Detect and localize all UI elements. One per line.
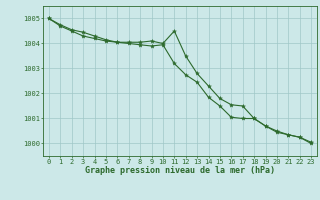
X-axis label: Graphe pression niveau de la mer (hPa): Graphe pression niveau de la mer (hPa) — [85, 166, 275, 175]
